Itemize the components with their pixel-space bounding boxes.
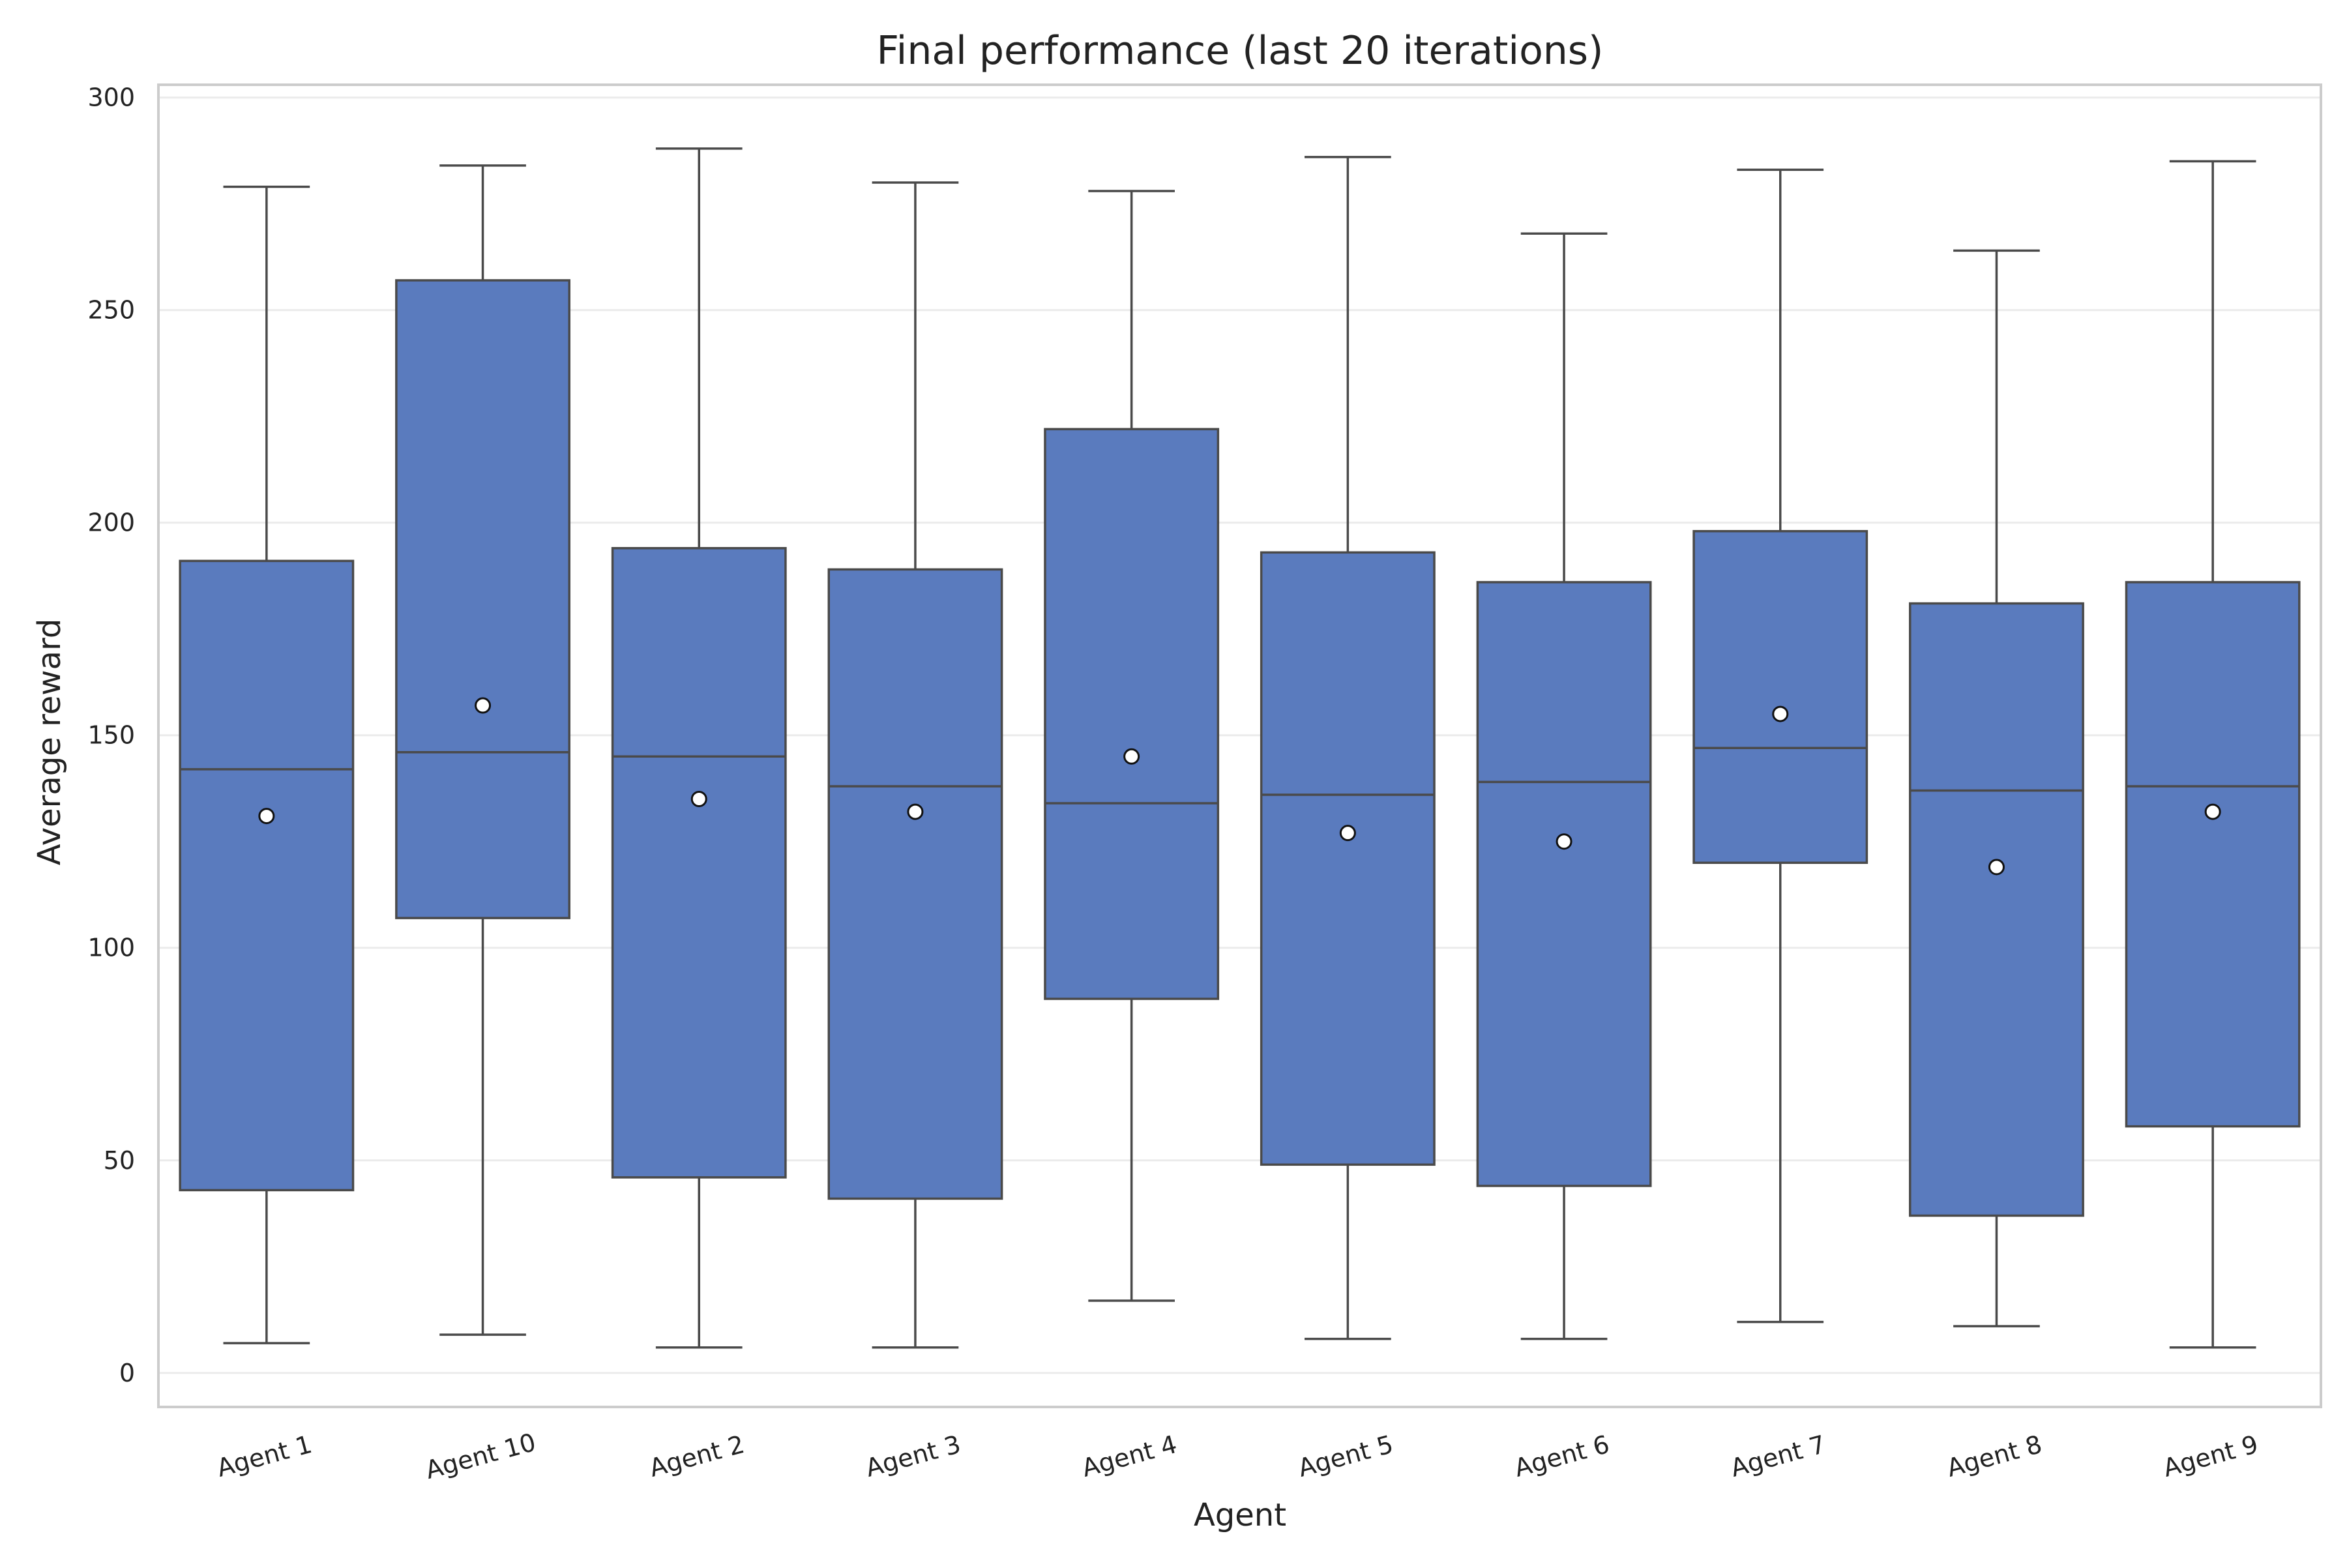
y-tick-label: 300 <box>87 83 135 112</box>
y-tick-label: 200 <box>87 509 135 537</box>
box-group <box>1260 156 1436 1340</box>
box-iqr <box>1044 428 1220 1000</box>
boxes <box>179 147 2301 1349</box>
y-tick-label: 150 <box>87 721 135 750</box>
box-group <box>2125 160 2301 1349</box>
mean-marker <box>258 808 275 825</box>
mean-marker <box>1339 825 1356 842</box>
box-iqr <box>1476 581 1652 1187</box>
y-tick-labels: 0 50 100 150 200 250 300 <box>87 83 135 1387</box>
box-group <box>1909 249 2084 1327</box>
box-iqr <box>2125 581 2301 1128</box>
box-group <box>179 185 355 1344</box>
box-iqr <box>179 559 355 1192</box>
mean-marker <box>1123 748 1140 765</box>
mean-marker <box>1988 859 2005 876</box>
y-tick-label: 250 <box>87 296 135 325</box>
box-iqr <box>611 547 787 1179</box>
box-iqr <box>1692 529 1868 865</box>
y-tick-label: 0 <box>119 1359 135 1387</box>
box-group <box>1476 232 1652 1340</box>
box-iqr <box>827 568 1003 1200</box>
y-axis-label: Average reward <box>31 619 68 866</box>
mean-marker <box>907 803 924 820</box>
box-group <box>395 164 570 1336</box>
box-group <box>1044 190 1220 1302</box>
box-group <box>827 181 1003 1349</box>
box-iqr <box>395 279 570 919</box>
x-axis-label: Agent <box>1194 1497 1286 1533</box>
mean-marker <box>690 791 707 808</box>
mean-marker <box>1556 833 1572 850</box>
y-tick-label: 100 <box>87 934 135 962</box>
mean-marker <box>475 697 492 714</box>
box-group <box>1692 168 1868 1324</box>
y-tick-label: 50 <box>104 1146 135 1175</box>
mean-marker <box>2204 803 2221 820</box>
mean-marker <box>1772 705 1789 722</box>
chart-title: Final performance (last 20 iterations) <box>877 28 1604 74</box>
plot-frame <box>157 83 2322 1408</box>
box-iqr <box>1260 551 1436 1166</box>
box-iqr <box>1909 602 2084 1217</box>
box-group <box>611 147 787 1349</box>
